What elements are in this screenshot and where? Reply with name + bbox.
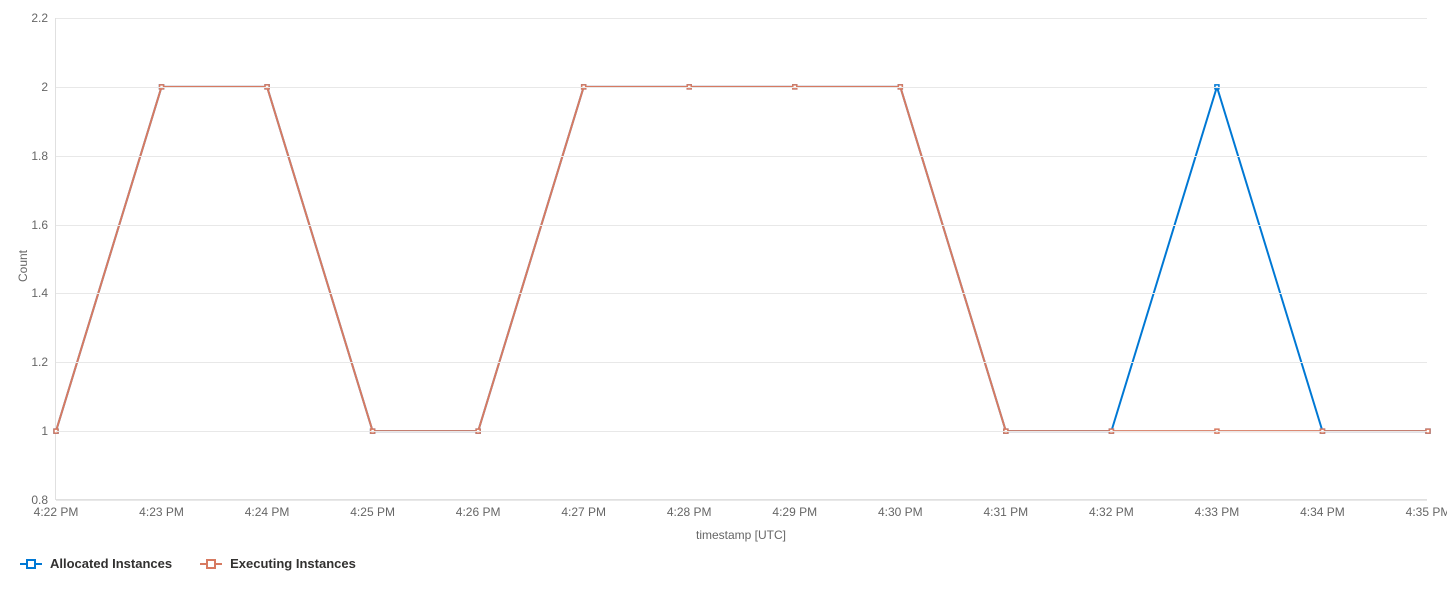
instance-count-chart: 0.811.21.41.61.822.24:22 PM4:23 PM4:24 P… xyxy=(0,0,1447,592)
y-tick-label: 2 xyxy=(41,80,56,94)
grid-line xyxy=(56,18,1427,19)
x-axis-title: timestamp [UTC] xyxy=(696,528,786,542)
x-tick-label: 4:35 PM xyxy=(1406,499,1447,519)
legend-item[interactable]: Allocated Instances xyxy=(20,556,172,571)
legend-label: Allocated Instances xyxy=(50,556,172,571)
y-tick-label: 1 xyxy=(41,424,56,438)
x-tick-label: 4:25 PM xyxy=(350,499,395,519)
x-tick-label: 4:28 PM xyxy=(667,499,712,519)
x-tick-label: 4:29 PM xyxy=(772,499,817,519)
x-tick-label: 4:30 PM xyxy=(878,499,923,519)
y-axis-title: Count xyxy=(16,250,30,282)
legend: Allocated Instances Executing Instances xyxy=(20,556,356,571)
x-tick-label: 4:24 PM xyxy=(245,499,290,519)
x-tick-label: 4:23 PM xyxy=(139,499,184,519)
grid-line xyxy=(56,87,1427,88)
x-tick-label: 4:31 PM xyxy=(983,499,1028,519)
legend-label: Executing Instances xyxy=(230,556,356,571)
y-tick-label: 1.6 xyxy=(31,218,56,232)
grid-line xyxy=(56,225,1427,226)
x-tick-label: 4:22 PM xyxy=(34,499,79,519)
x-tick-label: 4:27 PM xyxy=(561,499,606,519)
x-tick-label: 4:32 PM xyxy=(1089,499,1134,519)
series-line xyxy=(56,87,1428,431)
x-tick-label: 4:34 PM xyxy=(1300,499,1345,519)
grid-line xyxy=(56,156,1427,157)
y-tick-label: 1.4 xyxy=(31,286,56,300)
grid-line xyxy=(56,293,1427,294)
series-line xyxy=(56,87,1428,431)
legend-swatch xyxy=(200,558,222,570)
plot-area: 0.811.21.41.61.822.24:22 PM4:23 PM4:24 P… xyxy=(55,18,1427,500)
line-series-layer xyxy=(56,18,1428,500)
grid-line xyxy=(56,362,1427,363)
y-tick-label: 2.2 xyxy=(31,11,56,25)
y-tick-label: 1.2 xyxy=(31,355,56,369)
legend-item[interactable]: Executing Instances xyxy=(200,556,356,571)
x-tick-label: 4:26 PM xyxy=(456,499,501,519)
grid-line xyxy=(56,431,1427,432)
y-tick-label: 1.8 xyxy=(31,149,56,163)
legend-swatch xyxy=(20,558,42,570)
x-tick-label: 4:33 PM xyxy=(1195,499,1240,519)
